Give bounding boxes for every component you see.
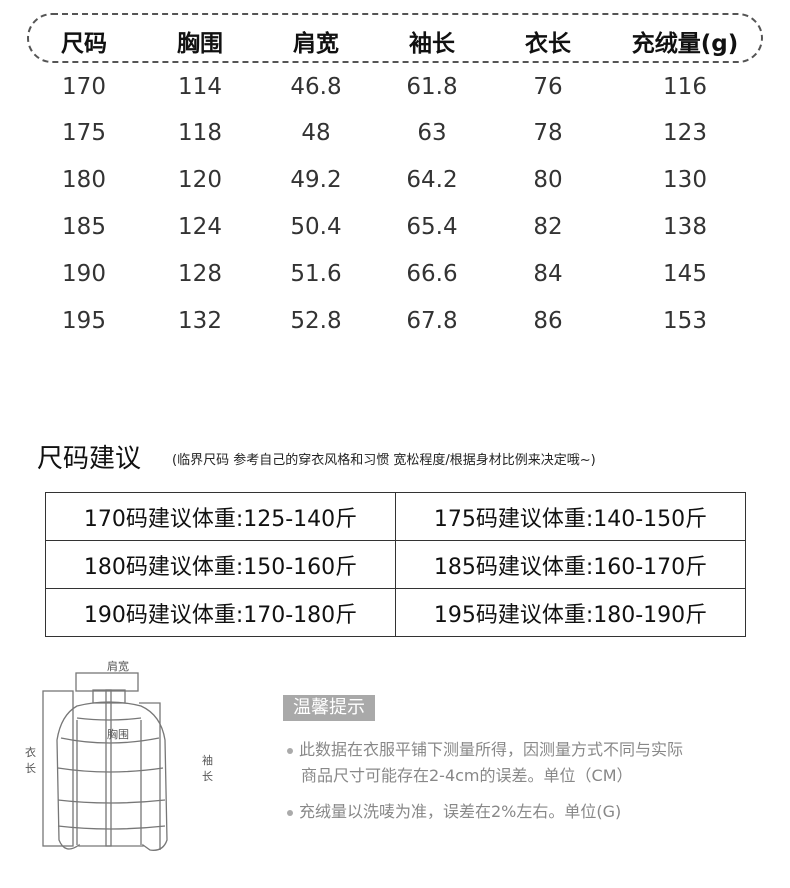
suggestion-cell: 185码建议体重:160-170斤 [395,540,746,589]
table-row: 170码建议体重:125-140斤 175码建议体重:140-150斤 [45,492,746,541]
table-cell: 66.6 [406,261,458,287]
shoulder-label: 肩宽 [107,660,129,673]
table-cell: 114 [178,74,222,100]
table-cell: 123 [663,120,707,146]
table-cell: 132 [178,308,222,334]
table-cell: 175 [62,120,106,146]
column-header: 充绒量(g) [631,31,739,57]
tip-1-cont: 商品尺寸可能存在2-4cm的误差。单位（CM） [301,766,633,785]
column-header: 袖长 [409,31,455,57]
table-cell: 86 [533,308,563,334]
table-cell: 49.2 [290,167,342,193]
table-cell: 84 [533,261,563,287]
suggestion-cell: 175码建议体重:140-150斤 [395,492,746,541]
table-cell: 65.4 [406,214,458,240]
jacket-diagram-icon [42,672,168,851]
bullet-icon [287,809,293,816]
sleeve-label: 袖长 [202,754,213,783]
column-header: 胸围 [177,31,223,57]
table-cell: 50.4 [290,214,342,240]
table-cell: 82 [533,214,563,240]
suggestion-cell: 180码建议体重:150-160斤 [45,540,396,589]
tip-2: 充绒量以洗唛为准，误差在2%左右。单位(G) [287,799,621,825]
table-cell: 118 [178,120,222,146]
column-header: 尺码 [61,31,107,57]
table-cell: 153 [663,308,707,334]
tip-1: 此数据在衣服平铺下测量所得，因测量方式不同与实际 [287,737,683,763]
suggestion-cell: 195码建议体重:180-190斤 [395,588,746,637]
table-cell: 180 [62,167,106,193]
table-cell: 138 [663,214,707,240]
table-cell: 48 [301,120,331,146]
table-cell: 63 [417,120,447,146]
table-cell: 130 [663,167,707,193]
length-label: 衣长 [25,746,36,775]
table-cell: 51.6 [290,261,342,287]
table-cell: 128 [178,261,222,287]
table-cell: 80 [533,167,563,193]
table-cell: 52.8 [290,308,342,334]
table-cell: 190 [62,261,106,287]
table-cell: 185 [62,214,106,240]
suggestion-cell: 190码建议体重:170-180斤 [45,588,396,637]
weight-suggestion-table: 170码建议体重:125-140斤 175码建议体重:140-150斤 180码建… [45,492,746,637]
bullet-icon [287,747,293,754]
suggestion-cell: 170码建议体重:125-140斤 [45,492,396,541]
column-header: 肩宽 [293,31,339,57]
table-cell: 116 [663,74,707,100]
table-row: 190码建议体重:170-180斤 195码建议体重:180-190斤 [45,588,746,637]
table-row: 180码建议体重:150-160斤 185码建议体重:160-170斤 [45,540,746,589]
tips-label: 温馨提示 [283,695,375,721]
table-cell: 170 [62,74,106,100]
table-cell: 76 [533,74,563,100]
table-cell: 46.8 [290,74,342,100]
table-cell: 67.8 [406,308,458,334]
column-header: 衣长 [525,31,571,57]
table-cell: 145 [663,261,707,287]
table-cell: 61.8 [406,74,458,100]
chest-label: 胸围 [107,728,129,741]
suggestion-note: (临界尺码 参考自己的穿衣风格和习惯 宽松程度/根据身材比例来决定哦~) [172,453,596,468]
table-cell: 64.2 [406,167,458,193]
table-cell: 78 [533,120,563,146]
suggestion-title: 尺码建议 [37,444,142,474]
table-header-frame [27,13,763,63]
table-cell: 124 [178,214,222,240]
table-cell: 195 [62,308,106,334]
table-cell: 120 [178,167,222,193]
